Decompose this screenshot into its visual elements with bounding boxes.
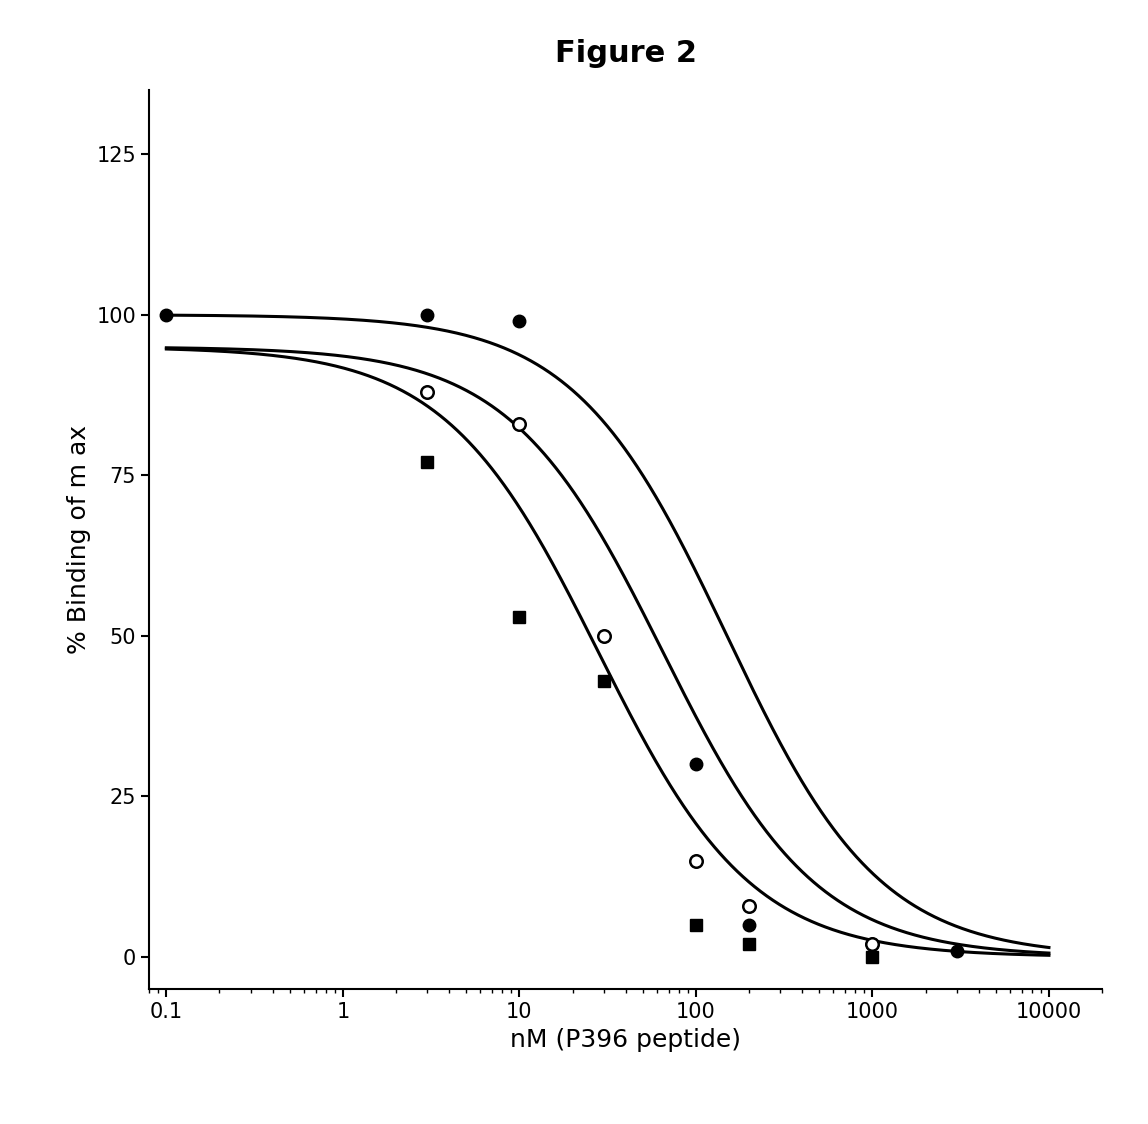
Title: Figure 2: Figure 2 <box>554 39 697 69</box>
X-axis label: nM (P396 peptide): nM (P396 peptide) <box>510 1027 742 1052</box>
Y-axis label: % Binding of m ax: % Binding of m ax <box>67 425 91 654</box>
